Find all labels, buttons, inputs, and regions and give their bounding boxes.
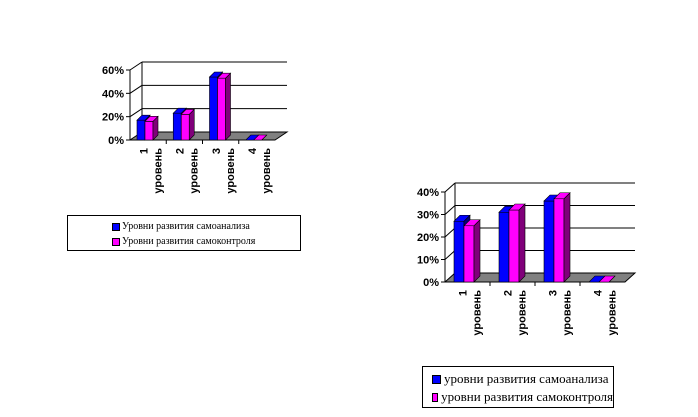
legend-label: уровни развития самоконтроля [441,389,613,404]
legend-swatch-magenta [432,392,439,402]
bar-top [463,219,481,227]
bar-top [216,72,232,79]
x-tick-label: 2 [175,148,187,154]
bar [543,200,555,283]
y-tick-label: 60% [102,65,124,77]
gridline-depth [129,108,143,118]
legend-item-series-1: Уровни развития самоанализа [112,219,300,234]
bar-top [598,275,616,283]
x-tick-label: 4 [593,289,605,296]
bar-top [208,71,224,78]
x-tick-label: уровень [607,290,619,336]
x-tick-label-group: 4 уровень [247,147,273,193]
bar-top [144,116,159,122]
x-tick-label: уровень [261,148,273,194]
x-tick-label: уровень [472,290,484,336]
y-tick-label: 10% [417,255,439,267]
x-tick-label-group: 3 уровень [211,148,237,194]
bar [498,211,510,283]
legend-swatch-blue [112,222,120,231]
x-tick-label: 4 [247,147,259,154]
x-tick-label-group: 1 уровень [458,290,484,336]
x-tick-label: уровень [225,148,237,194]
bar-top [453,214,471,222]
legend-label: Уровни развития самоконтроля [122,236,256,247]
bar [553,198,565,283]
x-tick-label: 3 [548,290,560,296]
y-tick-label: 40% [417,187,439,199]
chart-floor [443,272,637,283]
x-tick-label: уровень [189,148,201,194]
bar-top [553,192,571,200]
x-tick-label-group: 3 уровень [548,290,574,336]
x-tick-label: 1 [458,290,470,296]
y-tick-label: 30% [417,210,439,222]
x-tick-label: 1 [138,148,150,154]
x-tick-label: 2 [503,290,515,296]
legend-chart-2: уровни развития самоанализа уровни разви… [422,366,614,408]
x-tick-label: уровень [562,290,574,336]
x-tick-label: 3 [211,148,223,154]
legend-label: уровни развития самоанализа [444,371,609,386]
x-tick-label-group: 2 уровень [175,148,201,194]
bar [508,209,520,283]
x-tick-label: уровень [517,290,529,336]
legend-item-series-2: Уровни развития самоконтроля [112,234,300,249]
bar-top [136,114,151,121]
bar [463,225,475,283]
y-tick-label: 20% [417,232,439,244]
legend-swatch-blue [432,374,441,384]
bar-side [518,203,526,283]
gridline-depth [129,84,143,94]
x-tick-label: уровень [152,148,164,194]
y-tick-label: 0% [108,135,124,147]
gridline-depth [444,182,456,193]
bar-top [508,203,526,211]
bar-top [253,134,268,141]
y-tick-label: 0% [423,277,439,289]
gridline-depth [129,61,143,71]
bar [453,220,465,283]
gridline-depth [444,205,456,215]
y-tick-label: 40% [102,88,124,100]
bar-top [172,107,187,114]
x-tick-label-group: 4 уровень [593,289,619,335]
legend-swatch-magenta [112,237,120,246]
x-tick-label-group: 2 уровень [503,290,529,336]
x-tick-label-group: 1 уровень [138,148,164,194]
gridline-depth [444,227,456,238]
bar-top [180,109,195,115]
legend-item-series-2: уровни развития самоконтроля [432,388,613,406]
legend-chart-1: Уровни развития самоанализа Уровни разви… [67,215,301,251]
legend-item-series-1: уровни развития самоанализа [432,370,613,388]
bar-side [473,219,481,283]
bar-side [563,192,571,283]
y-tick-label: 20% [102,112,124,124]
gridline-depth [444,250,456,260]
legend-label: Уровни развития самоанализа [122,221,250,232]
